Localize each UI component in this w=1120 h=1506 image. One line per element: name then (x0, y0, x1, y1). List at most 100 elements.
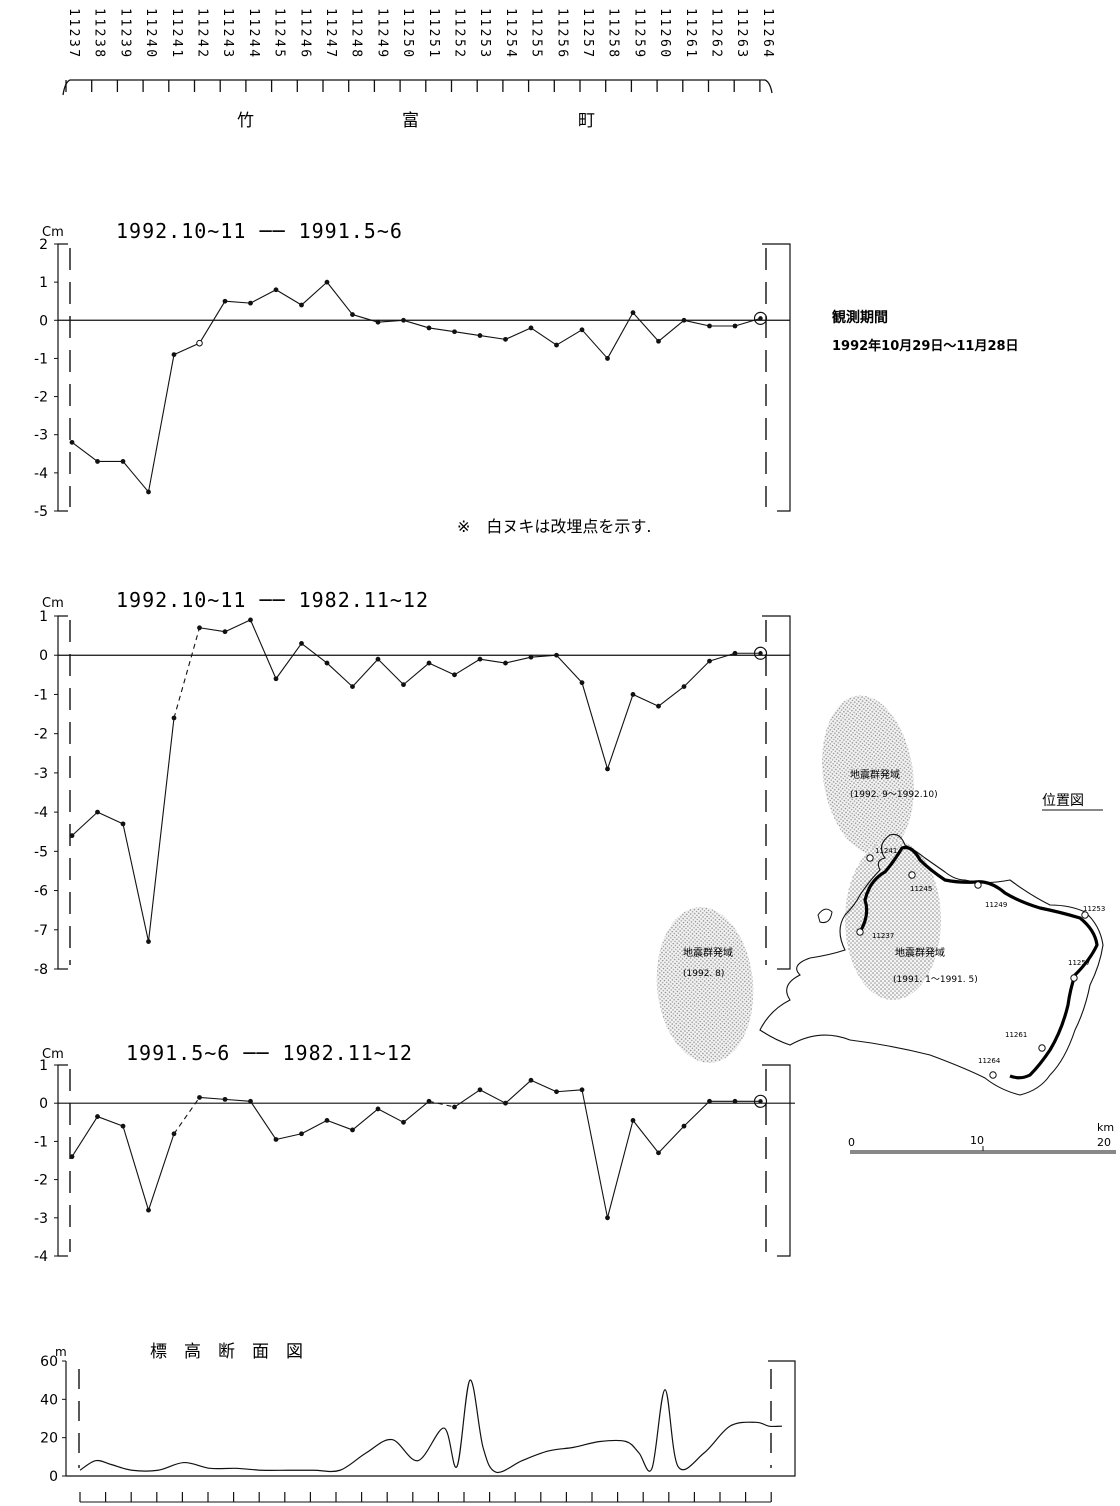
data-point (299, 302, 304, 308)
series-segment (428, 327, 455, 333)
right-axis (762, 243, 791, 512)
chart-2-ylabel: Cm (42, 596, 64, 611)
series-segment (250, 1100, 277, 1140)
series-segment (97, 811, 124, 825)
y-tick-label: -5 (34, 504, 48, 520)
data-point (732, 1098, 738, 1104)
series-segment (632, 312, 659, 342)
series-segment (734, 317, 761, 327)
series-segment (122, 1125, 150, 1211)
y-axis (57, 615, 68, 970)
y-tick-label: -1 (34, 1134, 48, 1150)
data-point (350, 1127, 355, 1133)
reference-point-ring (753, 646, 768, 660)
survey-point (1081, 911, 1089, 919)
scale-tick-0: 0 (848, 1136, 855, 1149)
data-point-open (196, 339, 203, 347)
series-segment (479, 1089, 506, 1104)
data-point (324, 1117, 330, 1123)
y-tick-label: -3 (34, 766, 48, 782)
data-point (273, 1137, 279, 1142)
scale-bar: 0 10 20 km (848, 1121, 1116, 1154)
data-point (554, 1089, 559, 1095)
benchmark-label: 11258 (606, 8, 621, 60)
benchmark-label: 11261 (683, 8, 698, 60)
data-point (707, 323, 712, 329)
series-segment (301, 281, 328, 306)
series-segment (97, 1116, 124, 1127)
scale-tick-20: 20 (1097, 1136, 1111, 1149)
data-point (426, 660, 432, 666)
data-point (146, 489, 151, 495)
data-point (579, 327, 585, 333)
data-point (426, 1098, 432, 1104)
coastline-islet (817, 908, 833, 923)
chart-1-ylabel: Cm (42, 225, 64, 240)
series-segment (683, 660, 710, 687)
survey-point (989, 1071, 997, 1079)
chart-1: 1992.10~11 ── 1991.5~6 Cm 2 1 0 -1 -2 -3 -4 -5 (34, 219, 791, 520)
series-segment (326, 1119, 353, 1131)
data-point (324, 279, 330, 285)
series-segment (147, 354, 175, 493)
series-segment (122, 461, 149, 493)
series-segment (199, 1096, 226, 1100)
benchmark-header: 11237 11238 11239 11240 11241 11242 11243 11244… (62, 8, 775, 131)
benchmark-label: 11253 (477, 8, 492, 60)
elevation-title: 標 高 断 面 図 (150, 1342, 303, 1362)
series-segment (326, 662, 353, 688)
swarm-label-3: 地震群発域 (683, 946, 733, 959)
data-point (401, 1119, 406, 1125)
y-tick-label: -8 (34, 962, 48, 978)
data-point (324, 660, 330, 666)
data-point (299, 641, 304, 646)
benchmark-label: 11256 (554, 8, 569, 60)
y-tick-label: 1 (39, 1058, 48, 1074)
series-segment (199, 627, 226, 633)
coastline (759, 833, 1104, 1096)
benchmark-label: 11249 (374, 8, 389, 60)
data-point (477, 333, 483, 338)
survey-point (1070, 974, 1078, 982)
series-segment (199, 300, 226, 344)
series-segment (377, 319, 404, 323)
y-tick-label: 0 (39, 1096, 48, 1112)
series-segment (122, 823, 150, 942)
data-point (503, 1100, 508, 1106)
data-point (605, 1215, 610, 1221)
reference-point-ring (753, 311, 768, 325)
data-point (197, 1095, 202, 1100)
survey-point (866, 854, 874, 862)
series-segment (606, 1120, 634, 1218)
series-segment (301, 643, 328, 664)
survey-point (1038, 1044, 1046, 1052)
survey-point-label: 11245 (910, 885, 932, 893)
data-point (222, 298, 228, 304)
y-tick-label: -3 (34, 1211, 48, 1227)
series-segment (530, 654, 557, 658)
data-point (630, 692, 636, 697)
benchmark-label: 11238 (92, 8, 107, 60)
series-segment (173, 627, 201, 719)
swarm-period-2: (1991. 1～1991. 5) (893, 975, 978, 985)
observation-period: 1992年10月29日～11月28日 (832, 338, 1019, 354)
data-point (554, 652, 559, 658)
benchmark-ruler (62, 79, 773, 96)
survey-point-label: 11241 (875, 847, 897, 855)
survey-point-label: 11253 (1083, 905, 1105, 913)
series-segment (428, 662, 455, 676)
data-point (273, 287, 279, 293)
data-point (248, 1098, 253, 1104)
benchmark-label: 11255 (529, 8, 544, 60)
series-segment (428, 1100, 455, 1108)
data-point (656, 338, 661, 344)
y-tick-label: 1 (39, 609, 48, 625)
survey-point-label: 11257 (1068, 959, 1090, 967)
series-segment (249, 619, 277, 679)
benchmark-label: 11240 (143, 8, 158, 60)
benchmark-label: 11254 (503, 8, 518, 60)
data-point (528, 1077, 534, 1083)
data-point (681, 317, 687, 323)
series-segment (505, 1079, 532, 1104)
